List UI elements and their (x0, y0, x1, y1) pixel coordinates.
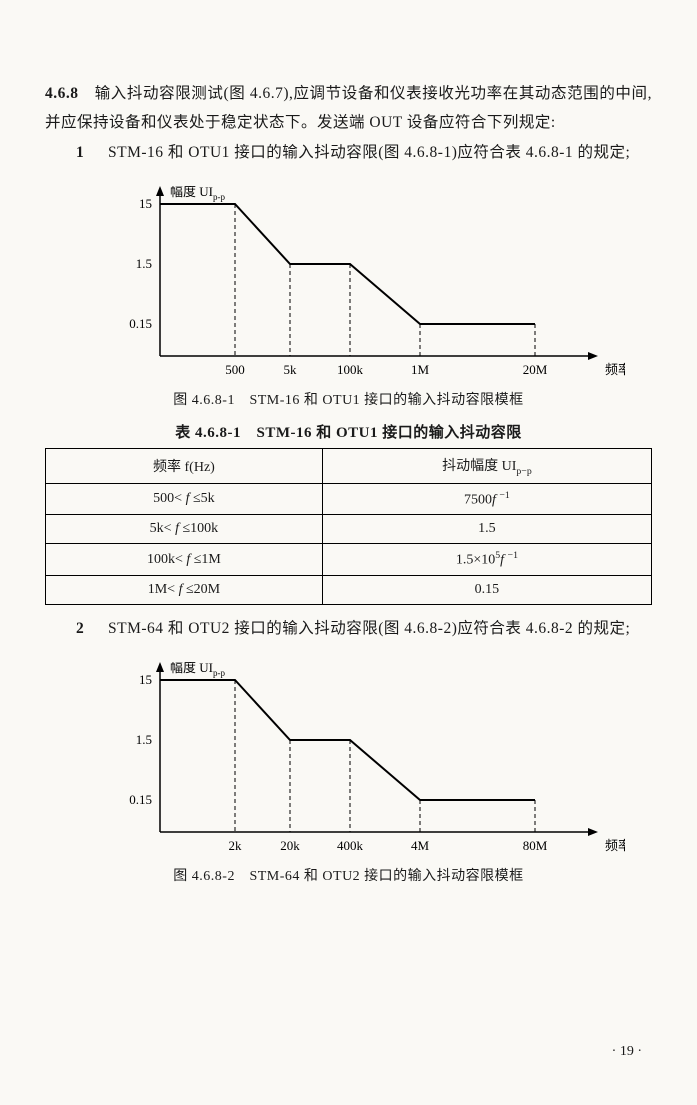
svg-text:1.5: 1.5 (136, 256, 152, 271)
svg-text:0.15: 0.15 (129, 792, 152, 807)
svg-text:频率f (Hz): 频率f (Hz) (605, 362, 625, 377)
chart-2-container: 15 1.5 0.15 2k 20k 400k 4M 80M 幅度 UIp-p 频率f (Hz) (105, 662, 652, 857)
list-num-1: 1 (76, 144, 84, 161)
table-cell-amp: 1.5 (322, 515, 651, 544)
intro-paragraph: 4.6.8 输入抖动容限测试(图 4.6.7),应调节设备和仪表接收光功率在其动… (45, 80, 652, 137)
table-cell-freq: 100k< f ≤1M (46, 544, 323, 576)
table-cell-freq: 1M< f ≤20M (46, 576, 323, 605)
table-cell-amp: 0.15 (322, 576, 651, 605)
svg-text:20M: 20M (523, 362, 548, 377)
table-1: 频率 f(Hz) 抖动幅度 UIp−p 500< f ≤5k7500f −15k… (45, 448, 652, 605)
svg-text:500: 500 (225, 362, 245, 377)
table-row: 5k< f ≤100k1.5 (46, 515, 652, 544)
svg-text:4M: 4M (411, 838, 430, 853)
svg-text:80M: 80M (523, 838, 548, 853)
list-text-2: STM-64 和 OTU2 接口的输入抖动容限(图 4.6.8-2)应符合表 4… (92, 620, 630, 637)
list-item-1: 1 STM-16 和 OTU1 接口的输入抖动容限(图 4.6.8-1)应符合表… (45, 139, 652, 168)
svg-text:0.15: 0.15 (129, 316, 152, 331)
table-row: 500< f ≤5k7500f −1 (46, 483, 652, 515)
table-row: 频率 f(Hz) 抖动幅度 UIp−p (46, 449, 652, 484)
svg-text:1M: 1M (411, 362, 430, 377)
svg-text:400k: 400k (337, 838, 364, 853)
chart-1-svg: 15 1.5 0.15 500 5k 100k 1M 20M 幅度 UIp-p 频率f (Hz) (105, 186, 625, 381)
intro-text: 输入抖动容限测试(图 4.6.7),应调节设备和仪表接收光功率在其动态范围的中间… (45, 85, 652, 131)
table-cell-freq: 5k< f ≤100k (46, 515, 323, 544)
table-header-freq: 频率 f(Hz) (46, 449, 323, 484)
table-row: 1M< f ≤20M0.15 (46, 576, 652, 605)
chart-2-caption: 图 4.6.8-2 STM-64 和 OTU2 接口的输入抖动容限模框 (45, 865, 652, 885)
svg-text:15: 15 (139, 196, 152, 211)
list-text-1: STM-16 和 OTU1 接口的输入抖动容限(图 4.6.8-1)应符合表 4… (92, 144, 630, 161)
list-num-2: 2 (76, 620, 84, 637)
chart-2-svg: 15 1.5 0.15 2k 20k 400k 4M 80M 幅度 UIp-p 频率f (Hz) (105, 662, 625, 857)
list-item-2: 2 STM-64 和 OTU2 接口的输入抖动容限(图 4.6.8-2)应符合表… (45, 615, 652, 644)
table-row: 100k< f ≤1M1.5×105f −1 (46, 544, 652, 576)
svg-text:5k: 5k (284, 362, 298, 377)
svg-text:频率f (Hz): 频率f (Hz) (605, 838, 625, 853)
svg-text:20k: 20k (280, 838, 300, 853)
svg-text:幅度 UIp-p: 幅度 UIp-p (170, 186, 225, 202)
svg-text:15: 15 (139, 672, 152, 687)
chart-1-caption: 图 4.6.8-1 STM-16 和 OTU1 接口的输入抖动容限模框 (45, 389, 652, 409)
table-cell-amp: 7500f −1 (322, 483, 651, 515)
table-cell-freq: 500< f ≤5k (46, 483, 323, 515)
svg-text:2k: 2k (229, 838, 243, 853)
chart-1-container: 15 1.5 0.15 500 5k 100k 1M 20M 幅度 UIp-p 频率f (Hz) (105, 186, 652, 381)
table-1-title: 表 4.6.8-1 STM-16 和 OTU1 接口的输入抖动容限 (45, 421, 652, 442)
table-header-amp: 抖动幅度 UIp−p (322, 449, 651, 484)
svg-text:100k: 100k (337, 362, 364, 377)
svg-text:1.5: 1.5 (136, 732, 152, 747)
svg-text:幅度 UIp-p: 幅度 UIp-p (170, 662, 225, 678)
section-number: 4.6.8 (45, 85, 79, 102)
page-number: · 19 · (612, 1044, 642, 1060)
table-cell-amp: 1.5×105f −1 (322, 544, 651, 576)
